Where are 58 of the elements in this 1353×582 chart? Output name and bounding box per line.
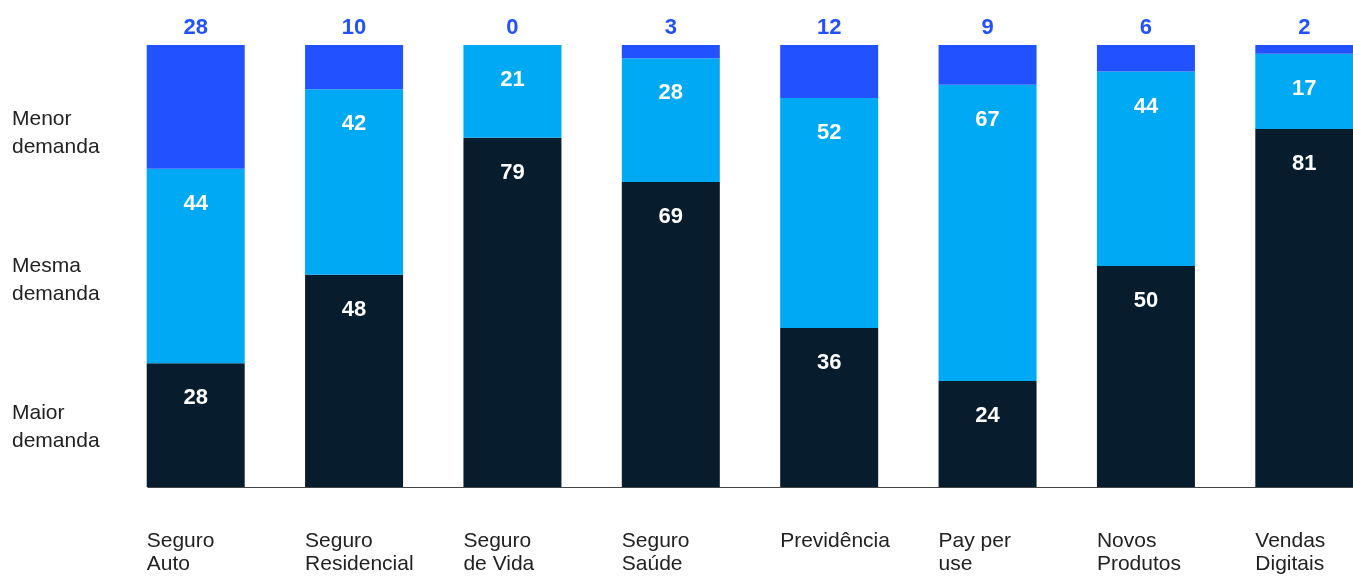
x-tick-label: Seguro de Vida [463, 527, 535, 574]
x-tick-label: Seguro Auto [146, 527, 215, 574]
data-label: 28 [658, 79, 684, 105]
data-label: 17 [1292, 74, 1317, 100]
bar [1255, 45, 1353, 54]
data-label: 50 [1133, 287, 1159, 312]
bar [621, 58, 720, 183]
data-label: 6 [1139, 14, 1153, 39]
bar [780, 327, 879, 487]
bar [621, 45, 720, 59]
bar [780, 45, 879, 99]
x-tick-label: Pay per use [938, 527, 1011, 574]
bar [1255, 128, 1353, 487]
data-label: 10 [341, 14, 367, 39]
bar [1096, 266, 1195, 487]
text: Maior demanda [12, 400, 100, 452]
data-label: 69 [658, 203, 684, 229]
data-label: 42 [341, 110, 367, 136]
x-tick-label: Seguro Residencial [305, 527, 414, 574]
bar [305, 274, 404, 487]
data-label: 67 [975, 105, 1000, 131]
data-label: 28 [183, 384, 208, 410]
data-label: 44 [183, 189, 209, 215]
x-tick-label: Seguro Saúde [621, 527, 690, 574]
bar [621, 182, 720, 487]
data-label: 12 [816, 14, 842, 39]
bar [938, 84, 1037, 381]
data-label: 0 [506, 14, 519, 39]
text: Menor demanda [12, 105, 100, 157]
bar [780, 98, 879, 328]
bar [146, 168, 245, 364]
bar [1255, 53, 1353, 129]
data-label: 79 [500, 158, 525, 184]
data-label: 28 [183, 14, 208, 39]
bar [938, 380, 1037, 487]
data-label: 3 [664, 14, 677, 39]
bar [1096, 45, 1195, 72]
bar [146, 363, 245, 487]
bar [305, 89, 404, 275]
bar [938, 45, 1037, 85]
data-label: 2 [1298, 14, 1311, 39]
bar [463, 137, 562, 487]
data-label: 9 [981, 14, 994, 39]
data-label: 81 [1292, 149, 1317, 175]
bar [146, 45, 245, 169]
data-label: 24 [975, 401, 1001, 427]
x-tick-label: Novos Produtos [1096, 527, 1181, 574]
data-label: 44 [1133, 92, 1159, 118]
bar [1096, 71, 1195, 266]
data-label: 36 [816, 348, 842, 374]
bar [305, 45, 404, 90]
data-label: 52 [816, 119, 842, 145]
data-label: 21 [500, 66, 525, 91]
text: Mesma demanda [12, 253, 100, 304]
x-tick-label: Vendas Digitais [1255, 527, 1326, 574]
data-label: 48 [341, 295, 367, 321]
x-tick-label: Previdência [780, 527, 891, 551]
bar [463, 45, 562, 138]
